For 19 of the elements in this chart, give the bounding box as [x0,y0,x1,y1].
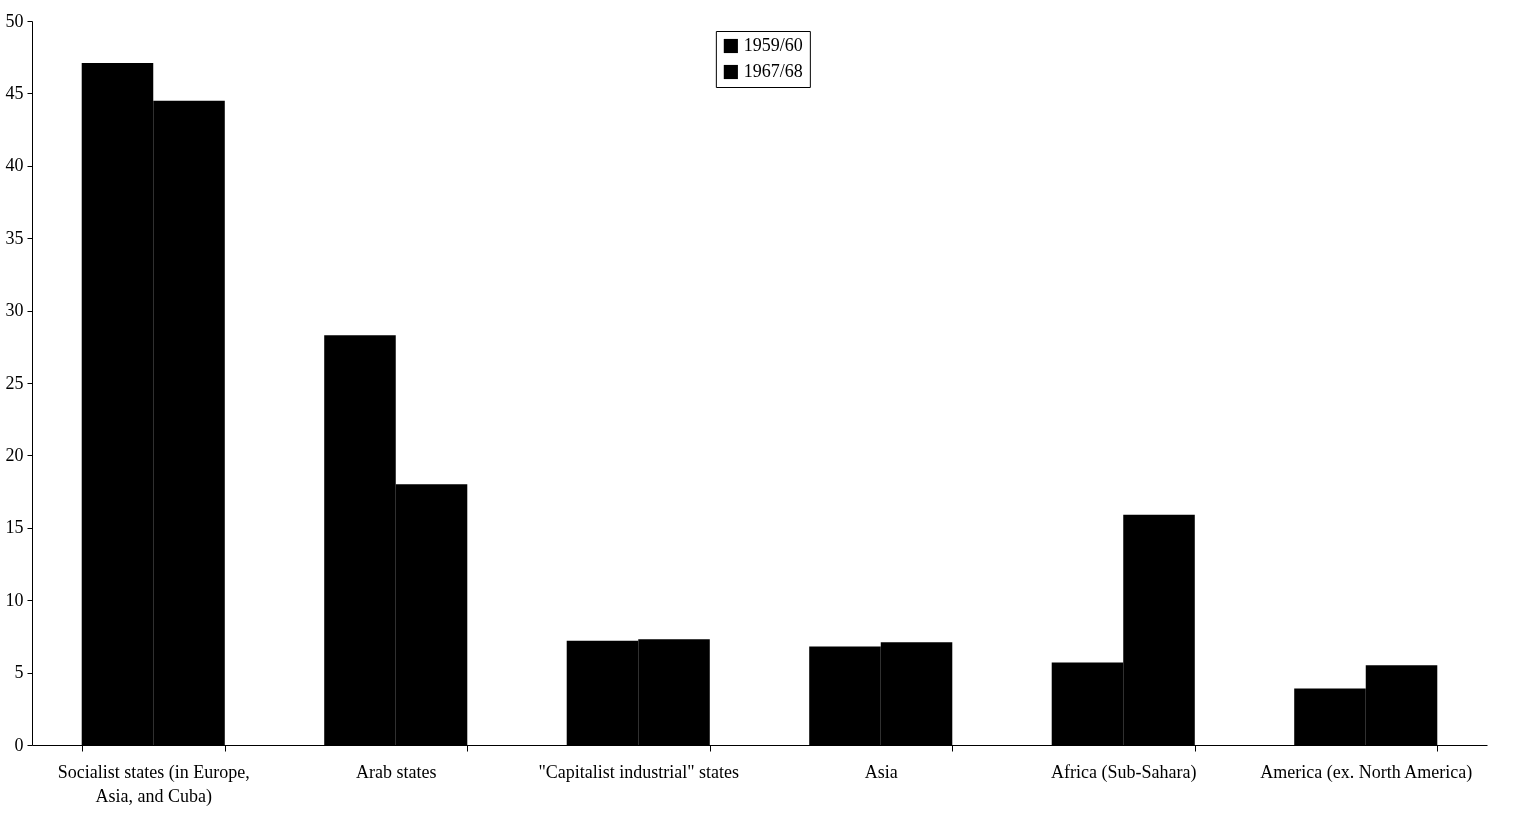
y-tick-label: 0 [14,734,24,755]
x-tick-label: Socialist states (in Europe, Asia, and Cuba) [57,761,250,807]
y-tick-label: 25 [5,372,24,393]
y-tick-label: 10 [5,589,24,610]
y-tick-label: 35 [5,227,24,248]
x-tick-label: Asia [864,761,898,782]
y-tick-label: 15 [5,517,24,538]
y-tick-label: 30 [5,300,24,321]
x-tick-label: "Capitalist industrial" states [538,761,740,782]
x-tick-label: America (ex. North America) [1260,761,1473,783]
y-tick-label: 45 [5,82,24,103]
x-tick-label: Arab states [356,761,437,782]
legend-label: 1959/60 [743,35,803,55]
y-tick-label: 50 [5,10,24,31]
y-tick-label: 20 [5,444,24,465]
x-tick-label: Africa (Sub-Sahara) [1051,761,1197,783]
legend-label: 1967/68 [743,61,803,81]
y-tick-label: 40 [5,155,24,176]
y-tick-label: 5 [14,662,24,683]
